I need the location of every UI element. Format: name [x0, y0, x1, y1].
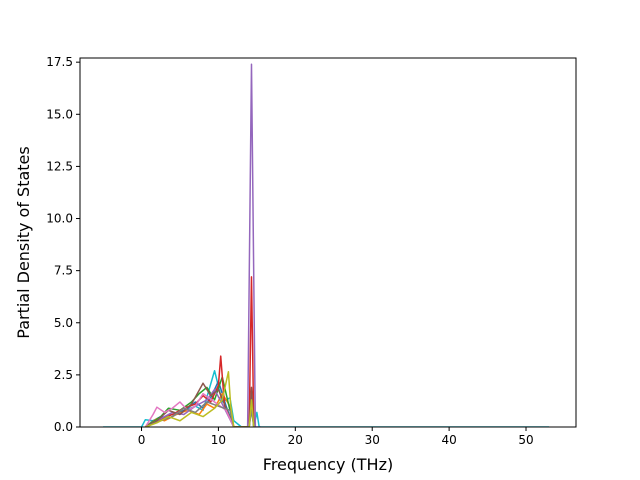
plot-frame	[79, 57, 577, 428]
x-tick-label: 20	[288, 433, 303, 447]
series-line-3	[144, 376, 255, 427]
y-axis-label: Partial Density of States	[14, 146, 33, 338]
series-line-9	[145, 371, 255, 427]
x-axis-ticks: 0 10 20 30 40 50	[138, 427, 534, 447]
plot-area-background	[80, 58, 576, 427]
series-line-7	[144, 392, 235, 427]
y-tick-label: 7.5	[54, 264, 73, 278]
y-tick-label: 15.0	[46, 107, 73, 121]
y-tick-label: 2.5	[54, 368, 73, 382]
series-layer	[103, 63, 550, 427]
y-tick-label: 5.0	[54, 316, 73, 330]
x-tick-label: 10	[211, 433, 226, 447]
y-tick-label: 10.0	[46, 212, 73, 226]
y-tick-label: 12.5	[46, 159, 73, 173]
x-axis-label: Frequency (THz)	[263, 455, 393, 474]
x-tick-label: 0	[138, 433, 146, 447]
x-tick-label: 40	[441, 433, 456, 447]
y-tick-label: 17.5	[46, 55, 73, 69]
x-tick-label: 50	[518, 433, 533, 447]
series-line-2	[144, 392, 255, 427]
x-tick-label: 30	[365, 433, 380, 447]
y-axis-ticks: 0.0 2.5 5.0 7.5 10.0 12.5 15.0 17.5	[46, 55, 80, 434]
y-tick-label: 0.0	[54, 420, 73, 434]
